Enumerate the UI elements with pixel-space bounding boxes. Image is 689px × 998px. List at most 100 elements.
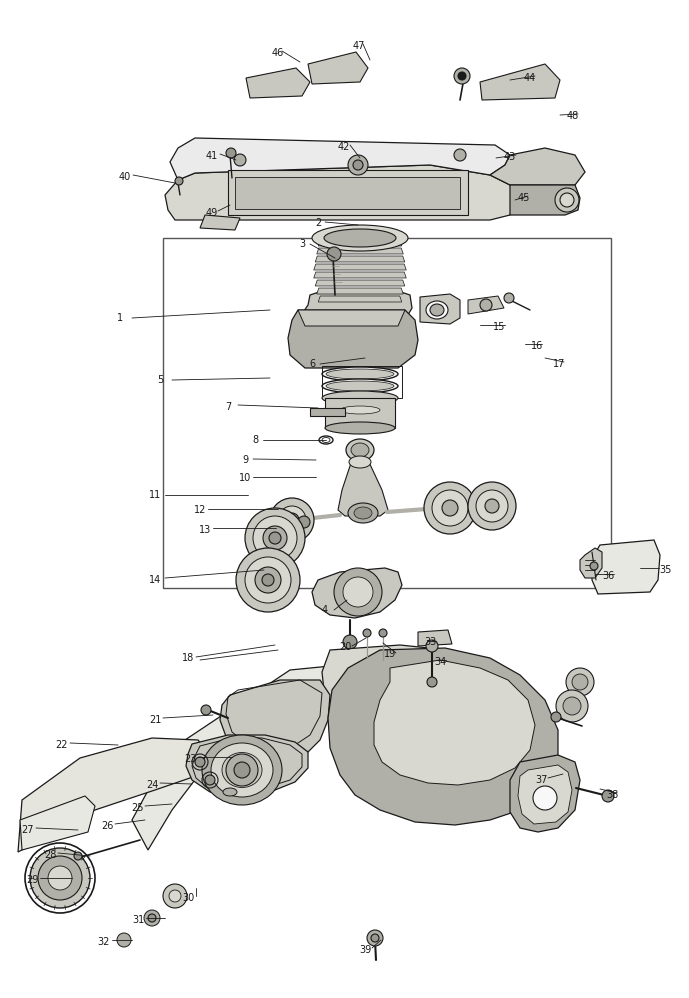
Text: 48: 48 (567, 111, 579, 121)
Text: 43: 43 (504, 152, 516, 162)
Polygon shape (298, 310, 405, 326)
Circle shape (270, 498, 314, 542)
Circle shape (245, 508, 305, 568)
Text: 49: 49 (206, 208, 218, 218)
Circle shape (348, 155, 368, 175)
Circle shape (236, 548, 300, 612)
Ellipse shape (223, 788, 237, 796)
Circle shape (454, 68, 470, 84)
Text: 38: 38 (606, 790, 618, 800)
Circle shape (353, 160, 363, 170)
Text: 5: 5 (157, 375, 163, 385)
Circle shape (427, 677, 437, 687)
Circle shape (555, 188, 579, 212)
Polygon shape (490, 148, 585, 185)
Circle shape (367, 930, 383, 946)
Text: 17: 17 (553, 359, 565, 369)
Polygon shape (246, 68, 310, 98)
Polygon shape (318, 296, 402, 302)
Circle shape (255, 567, 281, 593)
Text: 11: 11 (149, 490, 161, 500)
Circle shape (343, 635, 357, 649)
Bar (325, 398, 395, 428)
Polygon shape (20, 796, 95, 850)
Ellipse shape (322, 391, 398, 405)
Text: 23: 23 (184, 754, 196, 764)
Circle shape (234, 154, 246, 166)
Polygon shape (317, 248, 403, 254)
Text: 13: 13 (199, 525, 211, 535)
Circle shape (298, 516, 310, 528)
Text: 12: 12 (194, 505, 206, 515)
Text: 9: 9 (242, 455, 248, 465)
Polygon shape (322, 645, 545, 800)
Circle shape (556, 690, 588, 722)
Text: 29: 29 (25, 875, 38, 885)
Text: 44: 44 (524, 73, 536, 83)
Circle shape (454, 149, 466, 161)
Bar (322, 366, 402, 398)
Polygon shape (288, 310, 418, 368)
Polygon shape (420, 294, 460, 324)
Ellipse shape (324, 229, 396, 247)
Polygon shape (480, 64, 560, 100)
Circle shape (269, 532, 281, 544)
Polygon shape (200, 215, 240, 230)
Circle shape (504, 293, 514, 303)
Ellipse shape (426, 301, 448, 319)
Polygon shape (316, 280, 404, 286)
Polygon shape (165, 165, 515, 220)
Circle shape (263, 526, 287, 550)
Text: 31: 31 (132, 915, 144, 925)
Polygon shape (338, 460, 388, 516)
Ellipse shape (348, 503, 378, 523)
Circle shape (169, 890, 181, 902)
Text: 15: 15 (493, 322, 505, 332)
Circle shape (278, 506, 306, 534)
Polygon shape (316, 256, 404, 262)
Circle shape (117, 933, 131, 947)
Bar (228, 170, 468, 215)
Circle shape (476, 490, 508, 522)
Text: 33: 33 (424, 637, 436, 647)
Text: 14: 14 (149, 575, 161, 585)
Ellipse shape (349, 456, 371, 468)
Text: 34: 34 (434, 657, 446, 667)
Bar (163, 238, 611, 588)
Circle shape (371, 934, 379, 942)
Ellipse shape (354, 507, 372, 519)
Circle shape (590, 562, 598, 570)
Circle shape (458, 72, 466, 80)
Text: 6: 6 (309, 359, 315, 369)
Circle shape (226, 754, 258, 786)
Text: 32: 32 (98, 937, 110, 947)
Polygon shape (374, 660, 535, 785)
Ellipse shape (346, 439, 374, 461)
Polygon shape (313, 264, 407, 270)
Text: 36: 36 (602, 571, 614, 581)
Text: 28: 28 (44, 850, 56, 860)
Circle shape (285, 513, 299, 527)
Circle shape (245, 557, 291, 603)
Circle shape (234, 762, 250, 778)
Text: 35: 35 (659, 565, 671, 575)
Circle shape (480, 299, 492, 311)
Circle shape (327, 247, 341, 261)
Polygon shape (298, 290, 412, 326)
Ellipse shape (222, 752, 262, 787)
Circle shape (379, 629, 387, 637)
Text: 41: 41 (206, 151, 218, 161)
Text: 10: 10 (239, 473, 251, 483)
Circle shape (424, 482, 476, 534)
Text: 45: 45 (518, 193, 531, 203)
Ellipse shape (326, 381, 394, 391)
Text: 16: 16 (531, 341, 543, 351)
Ellipse shape (211, 743, 273, 797)
Circle shape (262, 574, 274, 586)
Text: 19: 19 (384, 649, 396, 659)
Text: 42: 42 (338, 142, 350, 152)
Text: 3: 3 (299, 239, 305, 249)
Text: 30: 30 (182, 893, 194, 903)
Polygon shape (510, 755, 580, 832)
Polygon shape (308, 52, 368, 84)
